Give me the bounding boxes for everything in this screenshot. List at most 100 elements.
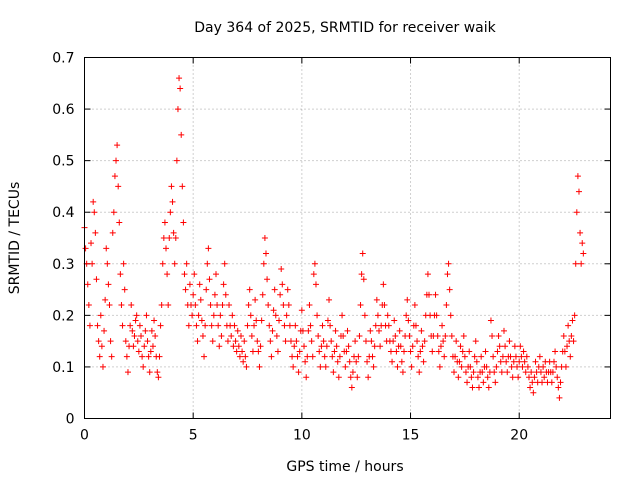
data-point	[312, 281, 319, 288]
data-point	[448, 332, 455, 339]
data-point	[390, 338, 397, 345]
data-point	[319, 322, 326, 329]
data-point	[414, 338, 421, 345]
data-point	[205, 245, 212, 252]
data-point	[521, 358, 528, 365]
data-point	[491, 369, 498, 376]
data-point	[482, 348, 489, 355]
data-point	[235, 343, 242, 350]
x-tick-label: 0	[80, 428, 89, 444]
data-point	[377, 343, 384, 350]
data-point	[259, 291, 266, 298]
data-point	[89, 260, 96, 267]
data-point	[571, 312, 578, 319]
data-point	[176, 75, 183, 82]
data-point	[255, 348, 262, 355]
data-point	[269, 327, 276, 334]
data-point	[476, 384, 482, 391]
data-point	[173, 157, 180, 164]
data-point	[335, 374, 342, 381]
data-point	[144, 338, 151, 345]
data-point	[165, 302, 172, 309]
data-point	[416, 369, 423, 376]
data-point	[272, 312, 279, 319]
data-point	[228, 332, 235, 339]
data-point	[520, 348, 527, 355]
data-point	[343, 348, 350, 355]
data-point	[322, 363, 329, 370]
chart-title: Day 364 of 2025, SRMTID for receiver wai…	[194, 20, 496, 36]
data-point	[166, 235, 173, 241]
data-point	[323, 343, 330, 350]
data-point	[444, 271, 451, 278]
data-point	[251, 322, 258, 329]
data-point	[474, 374, 481, 381]
data-point	[241, 338, 248, 345]
data-point	[133, 312, 140, 319]
data-point	[163, 245, 170, 252]
data-point	[86, 322, 93, 329]
data-point	[561, 348, 568, 355]
data-point	[270, 307, 277, 314]
data-point	[439, 322, 446, 329]
data-point	[308, 338, 315, 345]
data-point	[96, 353, 103, 360]
data-point	[480, 379, 487, 386]
data-point	[185, 322, 192, 329]
data-point	[206, 276, 213, 283]
data-point	[472, 338, 479, 345]
data-point	[240, 358, 247, 365]
plot-frame	[84, 57, 611, 419]
data-point	[434, 332, 441, 339]
data-point	[203, 286, 210, 293]
data-point	[231, 322, 238, 329]
data-point	[572, 260, 579, 267]
data-point	[392, 332, 399, 339]
data-point	[468, 374, 475, 381]
data-point	[500, 327, 507, 334]
data-point	[464, 379, 471, 386]
data-point	[369, 353, 376, 360]
data-point	[352, 338, 359, 345]
data-point	[497, 358, 504, 365]
data-point	[226, 302, 233, 309]
data-point	[394, 363, 401, 370]
data-point	[523, 353, 530, 360]
data-point	[233, 348, 240, 355]
data-point	[564, 343, 571, 350]
data-point	[507, 353, 514, 360]
data-point	[473, 358, 480, 365]
data-point	[304, 353, 311, 360]
data-point	[181, 271, 188, 278]
data-point	[221, 260, 228, 267]
data-point	[107, 338, 114, 345]
data-point	[397, 343, 404, 350]
data-point	[347, 374, 354, 381]
data-point	[421, 338, 428, 345]
data-point	[552, 348, 559, 355]
data-point	[456, 358, 463, 365]
data-point	[529, 379, 536, 386]
data-point	[208, 322, 215, 329]
data-point	[262, 250, 269, 257]
data-point	[171, 260, 178, 267]
data-point	[293, 338, 300, 345]
data-point	[119, 322, 126, 329]
data-point	[554, 374, 561, 381]
data-point	[373, 296, 380, 303]
data-point	[527, 384, 534, 391]
data-point	[110, 209, 117, 216]
data-point	[261, 235, 268, 241]
data-point	[437, 343, 444, 350]
data-point	[443, 302, 450, 309]
data-point	[522, 369, 529, 376]
data-point	[201, 353, 208, 360]
data-point	[197, 296, 204, 303]
data-point	[254, 338, 261, 345]
data-point	[145, 353, 152, 360]
data-point	[574, 173, 581, 180]
y-tick-label: 0	[66, 412, 75, 428]
data-point	[374, 312, 381, 319]
data-point	[515, 374, 522, 381]
data-point	[298, 307, 305, 314]
